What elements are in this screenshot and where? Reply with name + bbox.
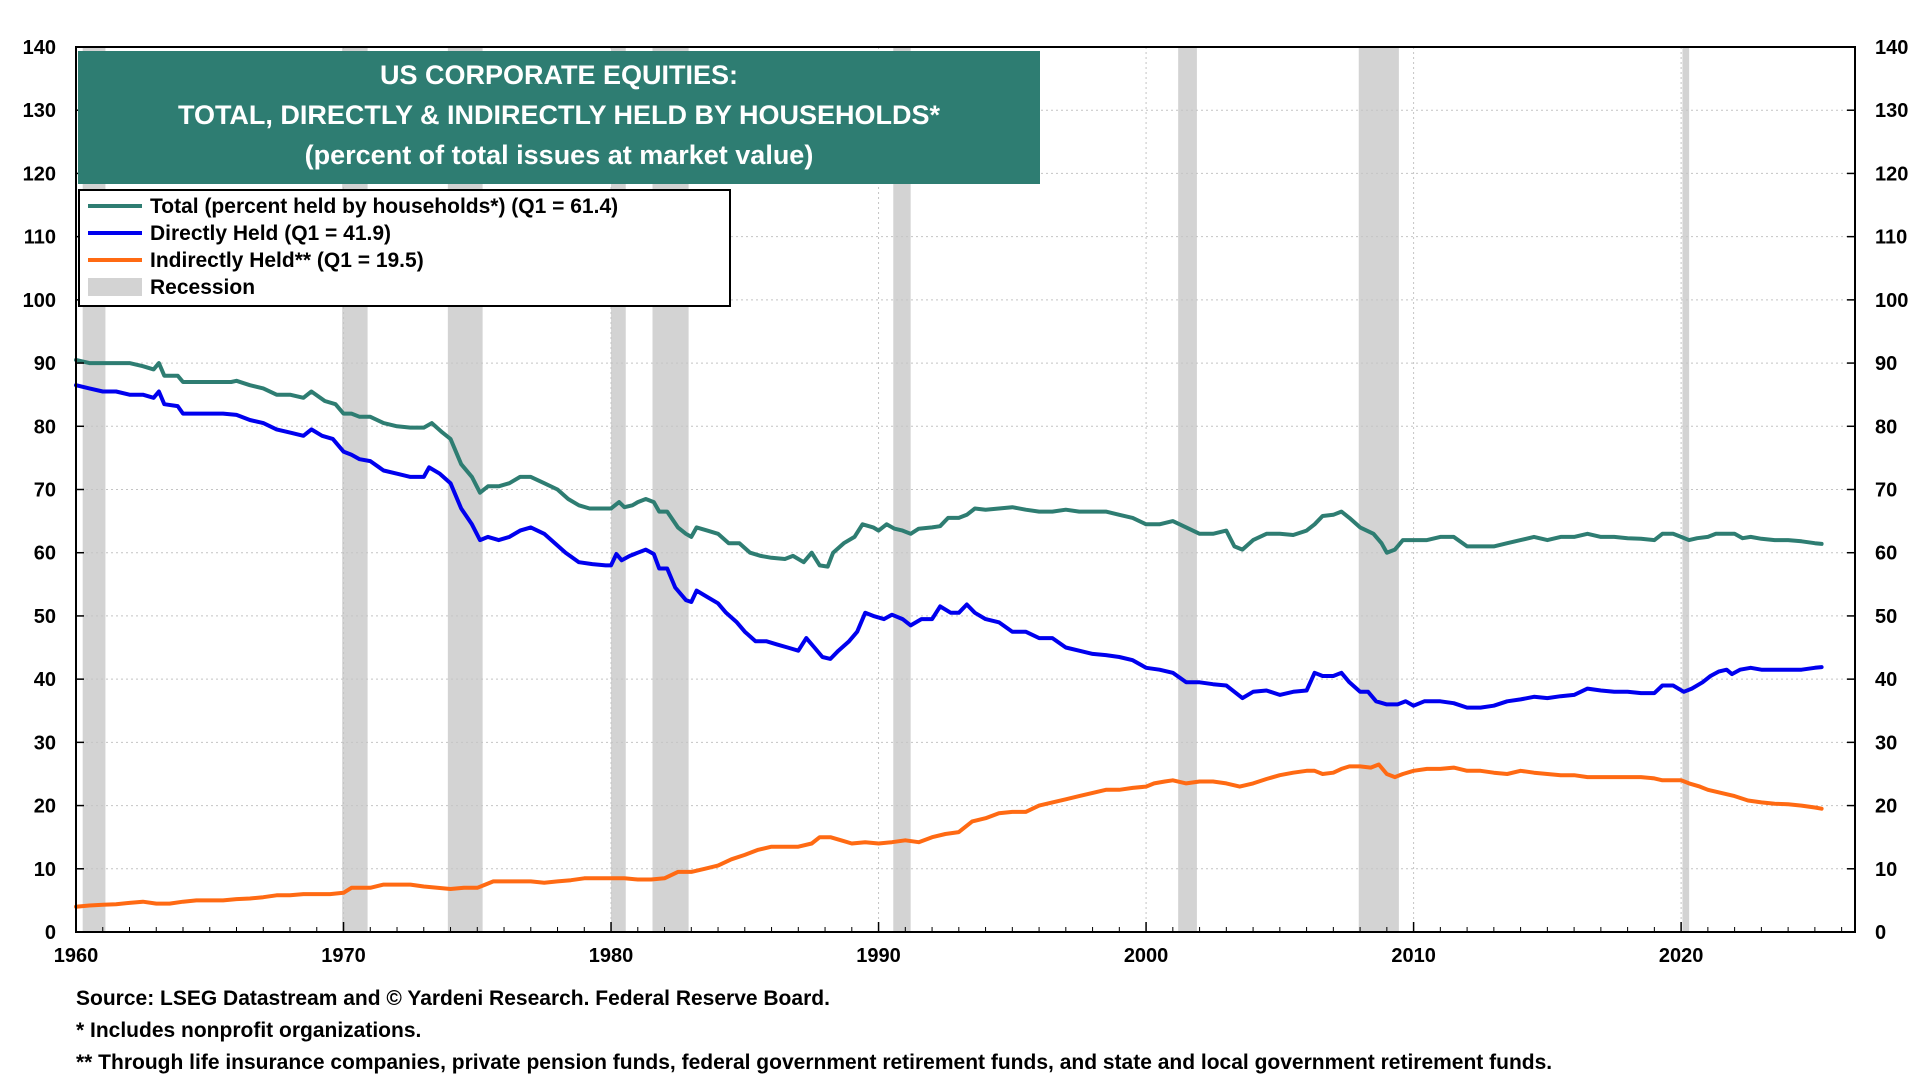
legend-label-indirectly-held: Indirectly Held** (Q1 = 19.5) (150, 249, 424, 272)
y-tick-label-right: 110 (1875, 227, 1907, 249)
x-tick-label: 1990 (856, 945, 901, 967)
y-tick-label-left: 20 (34, 796, 56, 818)
y-tick-label-right: 0 (1875, 922, 1886, 944)
y-tick-label-left: 30 (34, 732, 56, 754)
series-line-directly-held (74, 383, 1824, 710)
series-lines (74, 357, 1824, 909)
footnote-indirect: ** Through life insurance companies, pri… (76, 1051, 1553, 1074)
y-tick-label-left: 0 (45, 922, 56, 944)
x-tick-label: 2010 (1391, 945, 1436, 967)
series-line-total (74, 357, 1824, 569)
x-tick-label: 2000 (1124, 945, 1169, 967)
y-tick-label-left: 70 (34, 480, 56, 502)
legend-label-directly-held: Directly Held (Q1 = 41.9) (150, 222, 391, 245)
y-tick-label-right: 40 (1875, 669, 1897, 691)
y-tick-label-right: 70 (1875, 480, 1897, 502)
y-tick-label-right: 140 (1875, 37, 1908, 59)
y-tick-label-right: 50 (1875, 606, 1897, 628)
y-tick-label-left: 90 (34, 353, 56, 375)
chart-title-box: US CORPORATE EQUITIES: TOTAL, DIRECTLY & … (78, 51, 1040, 184)
y-tick-label-right: 80 (1875, 416, 1897, 438)
x-tick-label: 1970 (321, 945, 366, 967)
series-line-indirectly-held (74, 762, 1824, 909)
legend-swatch-recession (88, 278, 142, 296)
y-tick-label-left: 50 (34, 606, 56, 628)
source-note: Source: LSEG Datastream and © Yardeni Re… (76, 987, 830, 1010)
y-tick-label-right: 100 (1875, 290, 1908, 312)
y-tick-label-right: 120 (1875, 163, 1908, 185)
y-tick-label-left: 130 (23, 100, 56, 122)
legend-label-total: Total (percent held by households*) (Q1 … (150, 195, 618, 218)
y-tick-label-left: 120 (23, 163, 56, 185)
legend-box (78, 189, 731, 307)
x-tick-label: 1960 (54, 945, 99, 967)
y-tick-label-left: 60 (34, 543, 56, 565)
y-tick-label-right: 60 (1875, 543, 1897, 565)
y-tick-label-left: 100 (23, 290, 56, 312)
y-tick-label-left: 10 (34, 859, 56, 881)
x-tick-label: 1980 (589, 945, 634, 967)
y-tick-label-right: 20 (1875, 796, 1897, 818)
footnotes: Source: LSEG Datastream and © Yardeni Re… (76, 983, 1896, 1079)
y-tick-label-right: 10 (1875, 859, 1897, 881)
chart-title-line: (percent of total issues at market value… (305, 140, 814, 170)
title-background (78, 51, 1040, 184)
y-tick-label-left: 80 (34, 416, 56, 438)
legend: Total (percent held by households*) (Q1 … (78, 189, 731, 307)
chart-title-line: TOTAL, DIRECTLY & INDIRECTLY HELD BY HOU… (178, 100, 941, 130)
y-tick-label-left: 110 (24, 227, 56, 249)
x-tick-label: 2020 (1659, 945, 1704, 967)
y-tick-label-left: 40 (34, 669, 56, 691)
legend-label-recession: Recession (150, 276, 255, 299)
y-tick-label-right: 30 (1875, 732, 1897, 754)
footnote-nonprofit: * Includes nonprofit organizations. (76, 1019, 422, 1042)
y-tick-label-right: 130 (1875, 100, 1908, 122)
y-tick-label-right: 90 (1875, 353, 1897, 375)
chart-title-line: US CORPORATE EQUITIES: (380, 60, 738, 90)
y-tick-label-left: 140 (23, 37, 56, 59)
recession-band (1682, 47, 1690, 932)
